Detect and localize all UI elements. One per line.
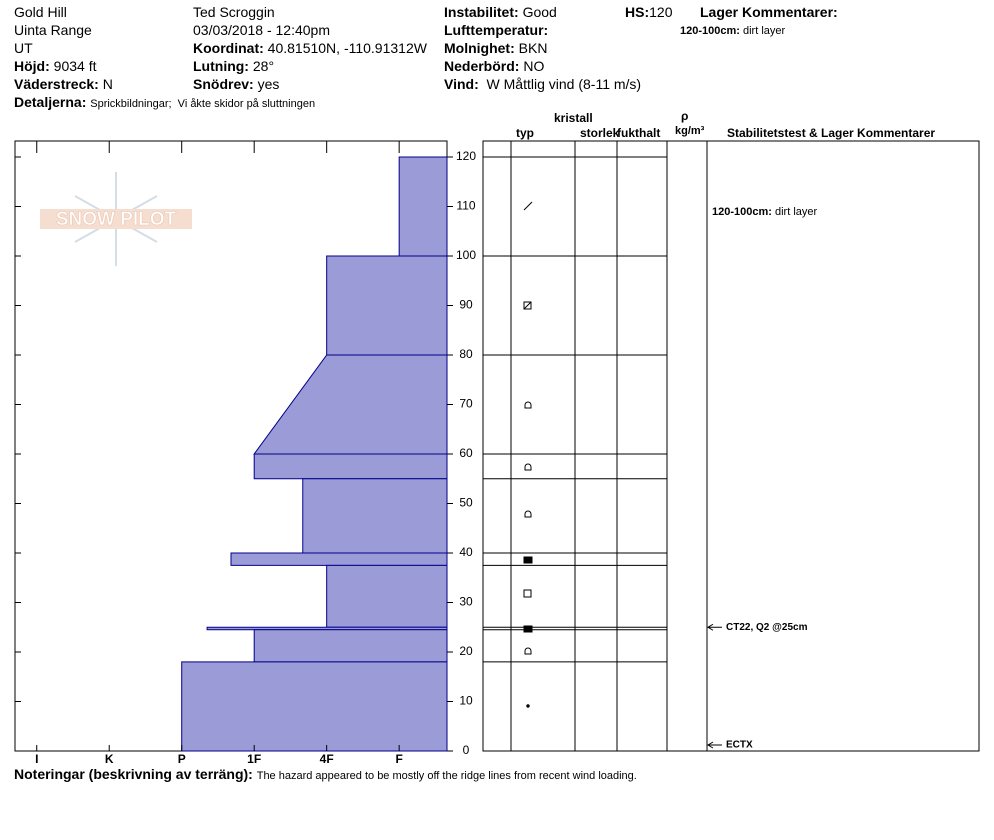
wind: Vind: W Måttlig vind (8-11 m/s) — [444, 76, 641, 92]
y-tick-label: 90 — [459, 298, 473, 312]
label: Koordinat: — [193, 40, 264, 56]
y-tick-label: 120 — [456, 149, 476, 163]
table-layer-comment: 120-100cm: dirt layer — [712, 206, 818, 218]
y-tick-label: 40 — [459, 545, 473, 559]
value: 40.81510N, -110.91312W — [267, 40, 427, 56]
location: Gold Hill — [14, 4, 67, 20]
precipitation: Nederbörd: NO — [444, 58, 544, 74]
layer — [253, 354, 448, 455]
layer — [302, 478, 448, 554]
y-tick-label: 80 — [459, 347, 473, 361]
y-tick-label: 20 — [459, 644, 473, 658]
col-comments: Stabilitetstest & Lager Kommentarer — [727, 126, 936, 140]
layer-comment: 120-100cm: dirt layer — [680, 23, 785, 39]
value: 9034 ft — [53, 58, 97, 74]
details: Detaljerna: Sprickbildningar; Vi åkte sk… — [14, 94, 315, 112]
label: Höjd: — [14, 58, 50, 74]
y-tick-label: 30 — [459, 595, 473, 609]
x-tick-label: K — [105, 752, 114, 766]
logo: SNOW PILOT — [40, 172, 192, 266]
x-tick-label: 4F — [320, 752, 334, 766]
layer — [253, 629, 448, 663]
logo-text: SNOW PILOT — [56, 209, 177, 230]
observer: Ted Scroggin — [193, 4, 275, 20]
value: NO — [523, 58, 545, 74]
y-tick-label: 50 — [459, 496, 473, 510]
layer — [326, 255, 448, 356]
layer — [398, 156, 448, 257]
col-type: typ — [516, 126, 534, 140]
x-tick-label: F — [395, 752, 402, 766]
label: Nederbörd: — [444, 58, 520, 74]
x-tick-label: I — [35, 752, 38, 766]
test-arrow — [707, 623, 722, 631]
grain-symbols — [523, 201, 533, 708]
col-crystal: kristall — [554, 111, 593, 125]
hs: HS:120 — [625, 4, 672, 20]
y-tick-label: 70 — [459, 397, 473, 411]
layer — [230, 552, 448, 566]
label: Snödrev: — [193, 76, 254, 92]
sky: Molnighet: BKN — [444, 40, 547, 56]
col-moisture: fukthalt — [617, 126, 661, 140]
y-tick-label: 0 — [463, 743, 470, 757]
state: UT — [14, 40, 33, 56]
layer — [253, 453, 448, 480]
y-tick-label: 60 — [459, 446, 473, 460]
table-frame — [482, 140, 980, 752]
layer — [326, 564, 448, 628]
y-tick-label: 110 — [456, 199, 475, 213]
elevation: Höjd: 9034 ft — [14, 58, 96, 74]
label: Detaljerna: — [14, 94, 87, 110]
y-tick-label: 100 — [456, 248, 476, 262]
label: Molnighet: — [444, 40, 515, 56]
col-size: storlek — [580, 126, 618, 140]
column-lines — [510, 141, 708, 751]
label: Instabilitet: — [444, 4, 519, 20]
label: Vind: — [444, 76, 479, 92]
value: yes — [257, 76, 280, 92]
value: BKN — [518, 40, 548, 56]
value: Good — [522, 4, 557, 20]
wind-loading: Snödrev: yes — [193, 76, 279, 92]
value: 120 — [649, 4, 673, 20]
text: dirt layer — [743, 25, 786, 37]
label: Lutning: — [193, 58, 249, 74]
layer-comments-label: Lager Kommentarer: — [700, 4, 838, 20]
text: The hazard appeared to be mostly off the… — [256, 770, 637, 782]
value: W Måttlig vind (8-11 m/s) — [486, 76, 642, 92]
col-density-unit: kg/m³ — [675, 125, 705, 137]
value: Sprickbildningar; Vi åkte skidor på slut… — [90, 98, 316, 110]
test-arrow — [707, 741, 722, 749]
label: Noteringar (beskrivning av terräng): — [14, 766, 253, 782]
label: Lufttemperatur: — [444, 22, 549, 38]
col-density-symbol: ρ — [681, 109, 689, 123]
x-tick-label: P — [178, 752, 186, 766]
range: 120-100cm: — [712, 206, 772, 218]
notes: Noteringar (beskrivning av terräng): The… — [14, 766, 637, 784]
y-tick-label: 10 — [459, 694, 473, 708]
aspect: Väderstreck: N — [14, 76, 113, 92]
coordinates: Koordinat: 40.81510N, -110.91312W — [193, 40, 427, 56]
datetime: 03/03/2018 - 12:40pm — [193, 22, 330, 38]
value: N — [102, 76, 113, 92]
test-label: CT22, Q2 @25cm — [726, 622, 808, 633]
x-tick-label: 1F — [247, 752, 261, 766]
label: Väderstreck: — [14, 76, 99, 92]
text: dirt layer — [775, 206, 818, 218]
air-temp: Lufttemperatur: — [444, 22, 548, 38]
label: HS: — [625, 4, 650, 20]
instability: Instabilitet: Good — [444, 4, 557, 20]
slope: Lutning: 28° — [193, 58, 274, 74]
test-label: ECTX — [726, 740, 753, 751]
layer — [181, 661, 448, 752]
value: 28° — [252, 58, 275, 74]
range: 120-100cm: — [680, 25, 740, 37]
range: Uinta Range — [14, 22, 92, 38]
